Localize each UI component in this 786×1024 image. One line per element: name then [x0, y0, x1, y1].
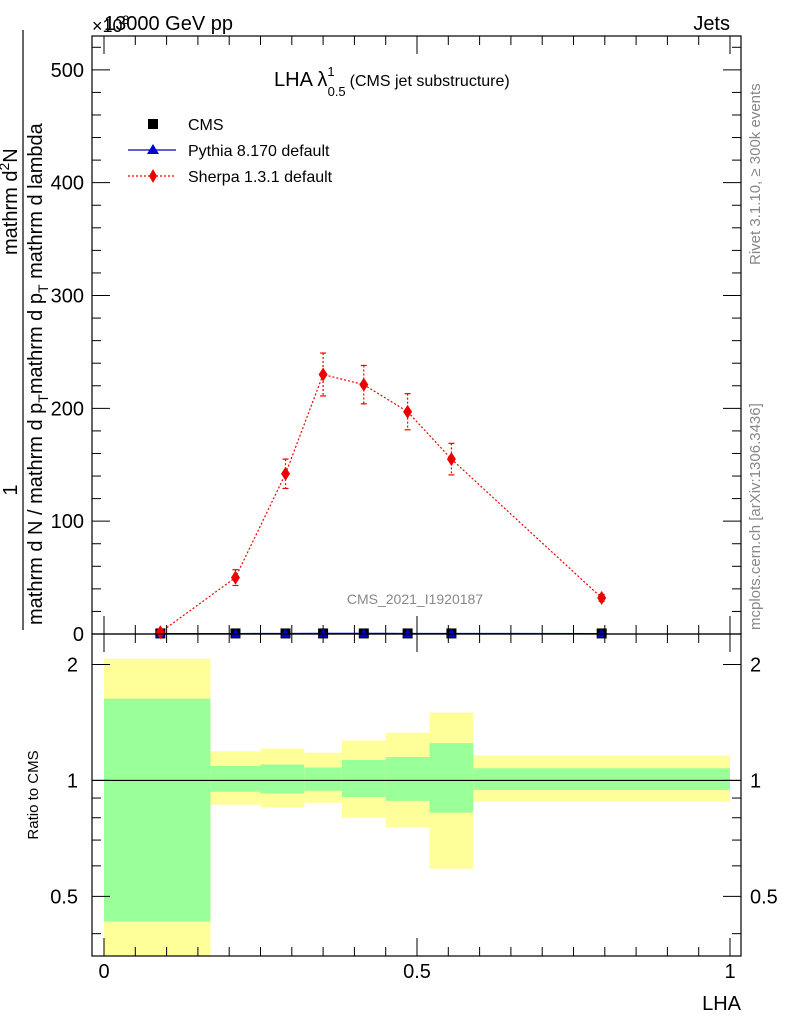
x-tick-label: 0	[98, 961, 109, 983]
y-tick-label: 500	[51, 60, 84, 82]
sherpa-point	[281, 466, 291, 481]
y-tick-label: 300	[51, 286, 84, 308]
sherpa-series-line	[159, 373, 603, 633]
ratio-tick-label-right: 1	[750, 770, 761, 792]
pythia-point	[596, 628, 607, 638]
sherpa-point	[359, 377, 369, 392]
y-tick-label: 200	[51, 398, 84, 420]
jets-label: Jets	[693, 13, 730, 35]
pythia-point	[230, 628, 241, 638]
legend-sherpa-label: Sherpa 1.3.1 default	[188, 169, 333, 186]
y-tick-label: 100	[51, 511, 84, 533]
y-title-prefix: 1	[0, 484, 22, 495]
sherpa-point	[318, 367, 328, 382]
ratio-inner-band	[341, 759, 386, 798]
sherpa-point	[155, 625, 165, 640]
pythia-point	[280, 628, 291, 638]
ratio-tick-label-left: 1	[67, 770, 78, 792]
sherpa-point	[230, 570, 240, 585]
ratio-tick-label-right: 0.5	[750, 886, 778, 908]
legend-pythia-label: Pythia 8.170 default	[188, 143, 330, 160]
main-axis-ticks: 0 100 200 300 400 500	[51, 36, 741, 646]
ratio-axis-ticks: 0.5 0.5 1 1 2 2	[50, 634, 778, 956]
ratio-inner-band	[104, 698, 211, 922]
legend: CMS Pythia 8.170 default Sherpa 1.3.1 de…	[128, 117, 333, 186]
ratio-tick-label-left: 2	[67, 654, 78, 676]
ratio-tick-label-right: 2	[750, 654, 761, 676]
analysis-watermark: CMS_2021_I1920187	[347, 591, 483, 607]
pythia-point	[358, 628, 369, 638]
ratio-inner-band	[429, 743, 474, 813]
legend-sherpa-marker	[149, 169, 157, 183]
ratio-y-title: Ratio to CMS	[25, 750, 42, 839]
y-exponent-label: ×103	[92, 13, 130, 36]
x-tick-label: 0.5	[403, 961, 431, 983]
ratio-tick-label-left: 0.5	[50, 886, 78, 908]
ratio-inner-band	[473, 768, 730, 790]
legend-cms-marker	[148, 119, 158, 129]
ratio-bands-layer	[104, 658, 730, 956]
x-axis-title: LHA	[702, 993, 742, 1015]
ratio-inner-band	[260, 764, 305, 794]
y-tick-label: 0	[73, 624, 84, 646]
plot-title: LHA λ1 0.5(CMS jet substructure)	[274, 64, 510, 99]
legend-pythia-marker	[147, 144, 159, 154]
x-tick-label: 1	[724, 961, 735, 983]
y-title-numerator: mathrm d2N	[0, 148, 22, 255]
pythia-point	[318, 628, 329, 638]
ratio-inner-band	[210, 766, 261, 792]
legend-cms-label: CMS	[188, 117, 224, 134]
sherpa-point	[597, 590, 607, 605]
sherpa-point	[446, 452, 456, 467]
mcplots-label: mcplots.cern.ch [arXiv:1306.3436]	[747, 403, 764, 630]
sherpa-point	[403, 404, 413, 419]
x-tick-labels: 0 0.5 1	[98, 961, 735, 983]
ratio-inner-band	[304, 767, 342, 791]
pythia-point	[402, 628, 413, 638]
rivet-label: Rivet 3.1.10, ≥ 300k events	[747, 83, 764, 265]
energy-label: 13000 GeV pp	[104, 13, 233, 35]
pythia-point	[446, 628, 457, 638]
y-axis-title-upper: 1 mathrm d N / mathrm d pTmathrm d pT ma…	[0, 30, 51, 630]
ratio-inner-band	[385, 757, 430, 801]
y-title-denominator: mathrm d N / mathrm d pTmathrm d pT math…	[25, 122, 51, 625]
y-tick-label: 400	[51, 173, 84, 195]
